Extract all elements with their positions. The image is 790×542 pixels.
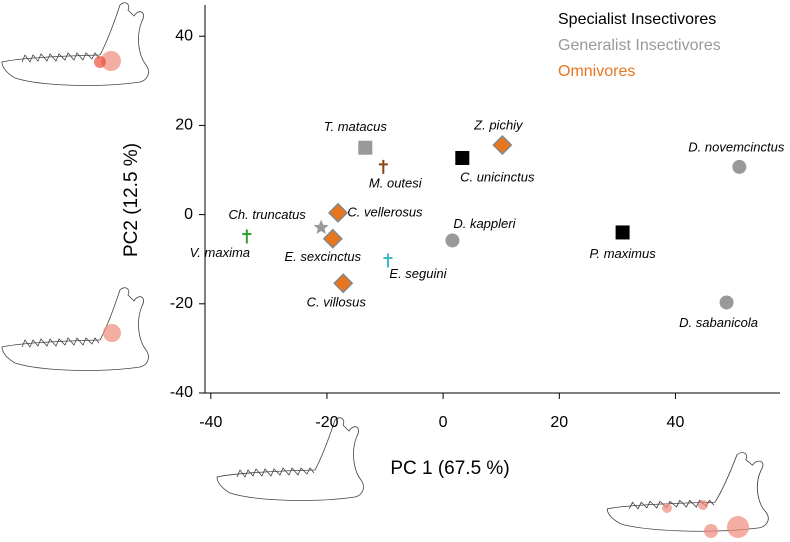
marker bbox=[492, 134, 513, 156]
point-label: C. villosus bbox=[307, 295, 367, 310]
point-label: D. kappleri bbox=[453, 216, 516, 231]
legend-entry: Generalist Insectivores bbox=[558, 37, 721, 54]
point-label: Ch. truncatus bbox=[228, 207, 306, 222]
marker bbox=[732, 159, 747, 174]
point-label: Z. pichiy bbox=[473, 117, 524, 132]
point-label: C. vellerosus bbox=[347, 204, 423, 219]
point-label: D. novemcinctus bbox=[688, 139, 785, 154]
marker bbox=[327, 202, 349, 223]
x-tick-label: 20 bbox=[550, 414, 568, 431]
legend-entry: Omnivores bbox=[558, 63, 635, 80]
marker bbox=[445, 233, 460, 248]
y-tick-label: 20 bbox=[175, 117, 193, 134]
legend-entry: Specialist Insectivores bbox=[558, 11, 716, 28]
point-label: V. maxima bbox=[190, 245, 250, 260]
marker bbox=[615, 225, 630, 240]
point-label: T. matacus bbox=[324, 119, 388, 134]
x-tick-label: 0 bbox=[439, 414, 448, 431]
y-axis-label: PC2 (12.5 %) bbox=[121, 143, 142, 257]
marker bbox=[333, 273, 354, 294]
point-label: D. sabanicola bbox=[679, 315, 758, 330]
point-label: E. sexcinctus bbox=[284, 249, 361, 264]
marker bbox=[455, 150, 470, 165]
marker bbox=[242, 229, 252, 244]
marker bbox=[719, 295, 734, 310]
marker bbox=[378, 159, 388, 174]
y-tick-label: 40 bbox=[175, 27, 193, 44]
jaw-illustrations bbox=[1, 2, 769, 538]
marker bbox=[313, 219, 329, 235]
point-label: E. seguini bbox=[389, 266, 447, 281]
x-tick-label: -20 bbox=[315, 414, 338, 431]
x-tick-label: -40 bbox=[199, 414, 222, 431]
y-tick-label: -40 bbox=[170, 384, 193, 401]
y-tick-label: -20 bbox=[170, 295, 193, 312]
marker bbox=[383, 253, 393, 268]
marker bbox=[358, 140, 373, 155]
x-axis-label: PC 1 (67.5 %) bbox=[390, 458, 509, 479]
point-label: C. unicinctus bbox=[460, 169, 535, 184]
y-tick-label: 0 bbox=[184, 206, 193, 223]
marker bbox=[322, 228, 343, 249]
point-label: P. maximus bbox=[589, 246, 656, 261]
point-label: M. outesi bbox=[369, 175, 423, 190]
x-tick-label: 40 bbox=[667, 414, 685, 431]
